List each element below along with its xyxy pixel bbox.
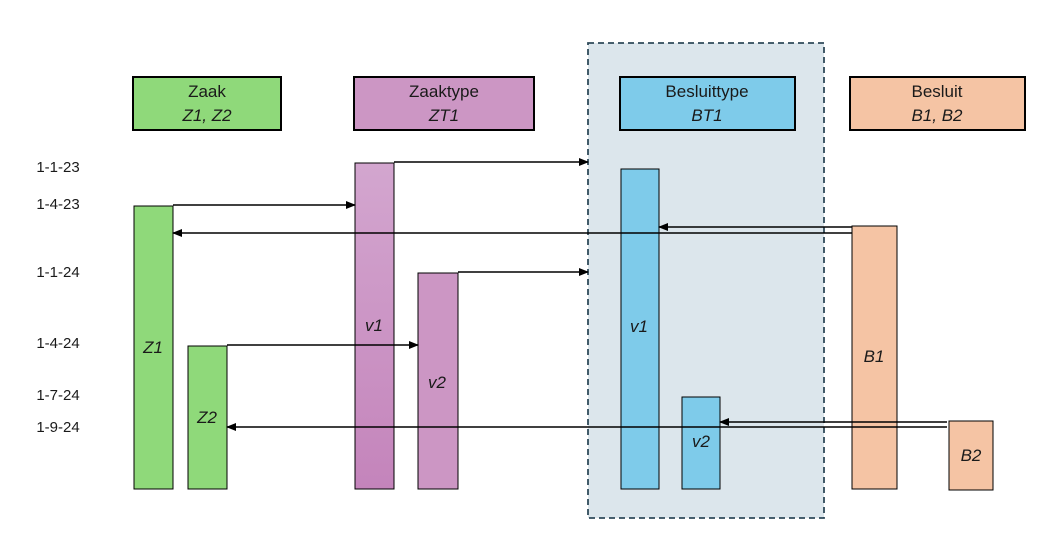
date-label: 1-1-23 [36,159,79,176]
header-besluit: Besluit B1, B2 [849,76,1026,131]
bar-zaaktype-v1 [354,162,395,490]
bar-besluit-b2 [948,420,994,491]
bar-besluittype-v2 [681,396,721,490]
header-besluittype-sub: BT1 [691,106,722,125]
header-zaak: Zaak Z1, Z2 [132,76,282,131]
date-label: 1-7-24 [36,387,79,404]
header-zaaktype-title: Zaaktype [409,82,479,101]
date-label: 1-1-24 [36,264,79,281]
header-besluittype: Besluittype BT1 [619,76,796,131]
date-axis: 1-1-23 1-4-23 1-1-24 1-4-24 1-7-24 1-9-2… [36,159,79,436]
date-label: 1-4-24 [36,335,79,352]
date-label: 1-9-24 [36,419,79,436]
bar-label-zt-v1: v1 [365,316,383,335]
header-zaak-sub: Z1, Z2 [181,106,232,125]
bar-label-bt-v2: v2 [692,432,711,451]
bar-label-z2: Z2 [196,408,217,427]
bar-zaak-z1 [133,205,174,490]
bar-label-b2: B2 [961,446,982,465]
date-label: 1-4-23 [36,196,79,213]
bar-label-zt-v2: v2 [428,373,447,392]
bar-besluittype-v1 [620,168,660,490]
bar-label-z1: Z1 [142,338,163,357]
bar-besluit-b1 [851,225,898,490]
header-zaaktype-sub: ZT1 [428,106,459,125]
header-zaak-title: Zaak [188,82,226,101]
bar-zaak-z2 [187,345,228,490]
bar-label-bt-v1: v1 [630,317,648,336]
bar-zaaktype-v2 [417,272,459,490]
header-besluit-title: Besluit [911,82,962,101]
bar-label-b1: B1 [864,347,885,366]
header-besluittype-title: Besluittype [665,82,748,101]
header-besluit-sub: B1, B2 [911,106,963,125]
header-zaaktype: Zaaktype ZT1 [353,76,535,131]
